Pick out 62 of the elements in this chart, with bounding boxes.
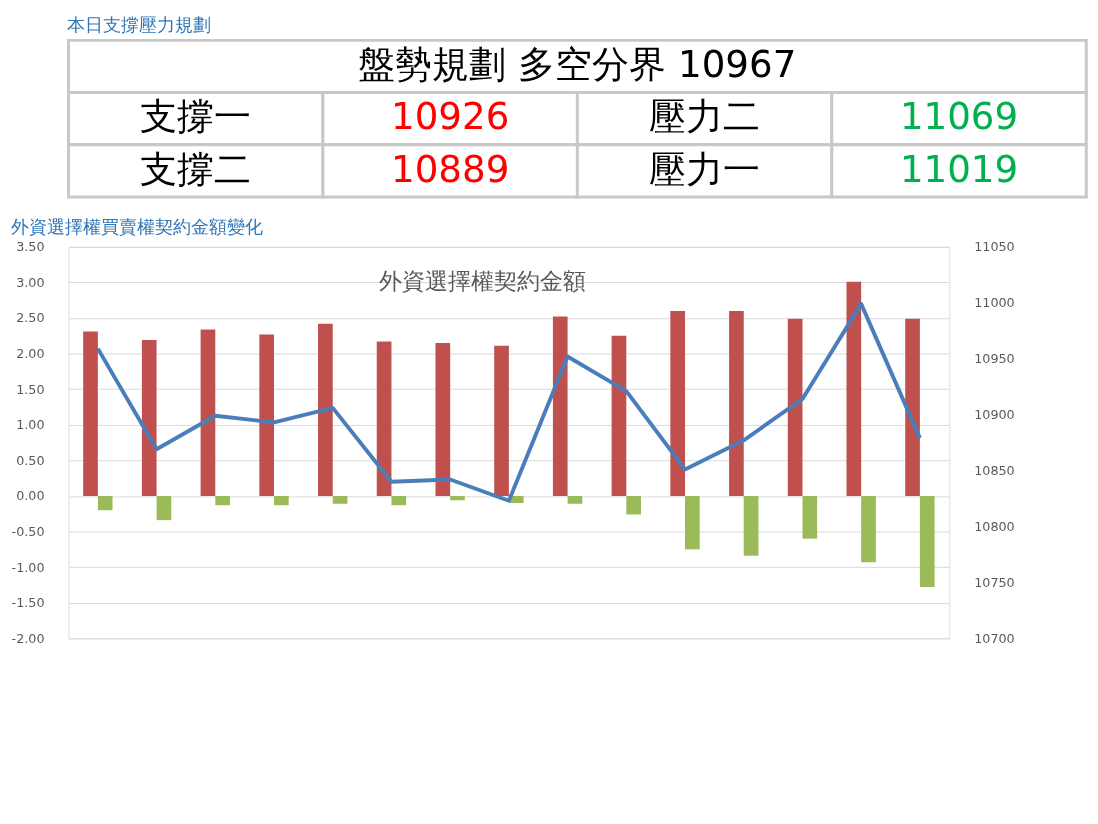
- bar: [743, 495, 759, 556]
- text: 11019: [899, 146, 1019, 191]
- y-tick-label: 3.00: [16, 274, 45, 290]
- bar: [787, 318, 803, 496]
- bar: [141, 340, 157, 496]
- y2-tick-label: 10750: [974, 574, 1015, 590]
- bar: [450, 495, 465, 501]
- bar: [861, 495, 876, 563]
- y-tick-label: -0.50: [11, 523, 45, 539]
- text: 10889: [391, 146, 510, 191]
- y-tick-label: 2.50: [16, 310, 45, 326]
- bar: [670, 310, 686, 496]
- y-tick-label: 1.00: [16, 417, 45, 433]
- bar: [611, 335, 627, 496]
- text: 支撐一: [140, 94, 252, 139]
- text: 外資選擇權契約金額: [378, 266, 586, 295]
- y-tick-label: -2.00: [11, 630, 45, 646]
- y-tick-label: 0.50: [16, 452, 45, 468]
- bar: [685, 495, 700, 550]
- y2-tick-label: 10950: [974, 351, 1015, 367]
- text: 壓力一: [649, 146, 761, 191]
- y-tick-label: 3.50: [16, 239, 45, 255]
- y2-tick-label: 10850: [974, 462, 1015, 478]
- bar: [83, 331, 98, 496]
- bar: [97, 495, 113, 511]
- bar: [376, 341, 392, 496]
- y2-tick-label: 11050: [974, 239, 1015, 255]
- text: 支撐二: [140, 146, 252, 191]
- bar: [332, 495, 348, 504]
- bar: [156, 495, 172, 521]
- text: 盤勢規劃 多空分界 10967: [358, 42, 797, 87]
- text: 本日支撐壓力規劃: [67, 15, 212, 36]
- bar: [905, 318, 920, 496]
- bar: [391, 495, 407, 506]
- y2-tick-label: 10800: [974, 518, 1015, 534]
- y-tick-label: 0.00: [16, 488, 45, 504]
- bar: [846, 281, 862, 496]
- y-tick-label: -1.00: [11, 559, 45, 575]
- text: 壓力二: [649, 94, 761, 139]
- bar: [919, 495, 935, 588]
- bar: [274, 495, 289, 506]
- bar: [200, 329, 216, 496]
- y2-tick-label: 10700: [974, 630, 1015, 646]
- bar: [215, 495, 230, 506]
- line-series: [95, 301, 922, 503]
- bar: [567, 495, 583, 504]
- bar: [626, 495, 641, 515]
- bar: [729, 310, 744, 496]
- bar: [552, 316, 568, 496]
- y2-tick-label: 11000: [974, 295, 1015, 311]
- y-tick-label: 1.50: [16, 381, 45, 397]
- y-tick-label: -1.50: [11, 595, 45, 611]
- chart-title: 外資選擇權買賣權契約金額變化: [11, 217, 264, 238]
- y-tick-label: 2.00: [16, 346, 45, 362]
- bar: [435, 342, 451, 496]
- bar: [318, 323, 333, 496]
- text: 10926: [391, 94, 510, 139]
- bar: [802, 495, 818, 539]
- text: 11069: [899, 94, 1019, 139]
- y2-tick-label: 10900: [974, 407, 1015, 423]
- bar: [494, 345, 509, 496]
- bar: [259, 334, 275, 496]
